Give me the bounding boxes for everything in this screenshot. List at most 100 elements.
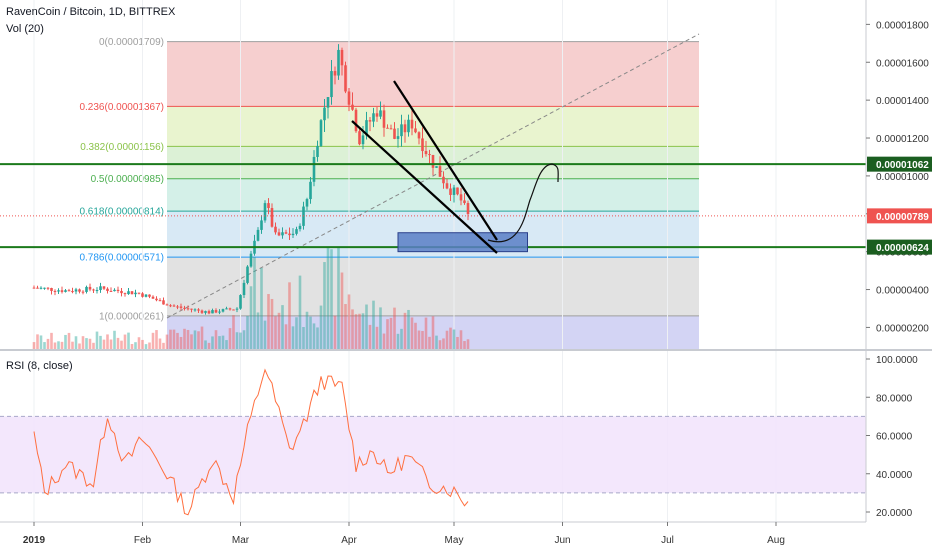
candle-body[interactable] <box>228 308 232 310</box>
candle-body[interactable] <box>232 309 235 311</box>
candle-body[interactable] <box>449 188 452 195</box>
candle-body[interactable] <box>134 292 137 295</box>
candle-body[interactable] <box>298 225 302 230</box>
candle-body[interactable] <box>284 232 288 234</box>
rsi-plot[interactable] <box>0 368 866 516</box>
candle-body[interactable] <box>113 289 116 292</box>
candle-body[interactable] <box>46 287 50 289</box>
candle-body[interactable] <box>277 232 281 236</box>
candle-body[interactable] <box>319 120 323 146</box>
candle-body[interactable] <box>456 187 459 195</box>
candle-body[interactable] <box>127 291 130 295</box>
candle-body[interactable] <box>382 110 386 128</box>
candle-body[interactable] <box>375 113 379 117</box>
candle-body[interactable] <box>424 151 428 155</box>
candle-body[interactable] <box>351 104 354 110</box>
candle-body[interactable] <box>372 113 375 122</box>
candle-body[interactable] <box>141 293 144 297</box>
candle-body[interactable] <box>347 91 351 105</box>
candle-body[interactable] <box>242 282 246 296</box>
candle-body[interactable] <box>144 294 148 297</box>
candle-body[interactable] <box>130 291 134 295</box>
candle-body[interactable] <box>340 49 344 66</box>
candle-body[interactable] <box>190 308 193 310</box>
candle-body[interactable] <box>407 119 410 133</box>
candle-body[interactable] <box>291 233 295 236</box>
candle-body[interactable] <box>95 290 99 292</box>
candle-body[interactable] <box>417 132 421 139</box>
candle-body[interactable] <box>32 287 36 289</box>
rsi-line[interactable] <box>33 368 469 516</box>
trend-dashed-line[interactable] <box>166 33 700 319</box>
candle-body[interactable] <box>78 289 81 292</box>
candle-body[interactable] <box>358 131 361 145</box>
candle-body[interactable] <box>260 220 263 230</box>
wedge-upper-line[interactable] <box>393 80 498 241</box>
candle-body[interactable] <box>445 183 449 189</box>
candle-body[interactable] <box>396 136 400 139</box>
candle-body[interactable] <box>295 229 298 234</box>
candle-body[interactable] <box>239 295 242 309</box>
candle-body[interactable] <box>365 120 368 136</box>
candle-body[interactable] <box>221 309 225 312</box>
candle-body[interactable] <box>109 290 113 292</box>
candle-body[interactable] <box>316 145 319 157</box>
candle-body[interactable] <box>186 308 190 310</box>
candle-body[interactable] <box>88 286 92 290</box>
candle-body[interactable] <box>326 97 330 108</box>
candle-body[interactable] <box>452 187 456 195</box>
candle-body[interactable] <box>330 71 333 98</box>
candle-body[interactable] <box>197 309 200 311</box>
candle-body[interactable] <box>333 71 337 76</box>
candle-body[interactable] <box>123 293 127 295</box>
candle-body[interactable] <box>200 310 204 313</box>
candle-body[interactable] <box>459 194 463 201</box>
candle-body[interactable] <box>414 128 417 133</box>
candle-body[interactable] <box>421 138 424 152</box>
candle-body[interactable] <box>211 310 214 314</box>
candle-body[interactable] <box>116 289 120 291</box>
candle-body[interactable] <box>179 306 183 308</box>
price-plot[interactable]: 0(0.00001709) 0.236(0.00001367) 0.382(0.00… <box>0 0 866 522</box>
candle-body[interactable] <box>57 290 60 292</box>
candle-body[interactable] <box>74 289 78 292</box>
candle-body[interactable] <box>312 156 316 182</box>
candle-body[interactable] <box>137 292 141 294</box>
candle-body[interactable] <box>267 203 270 209</box>
candle-body[interactable] <box>274 226 277 233</box>
projection-arrow-path[interactable] <box>487 163 559 243</box>
candle-body[interactable] <box>225 308 228 310</box>
candle-body[interactable] <box>64 290 67 292</box>
candle-body[interactable] <box>176 306 179 308</box>
candle-body[interactable] <box>438 166 442 177</box>
candle-body[interactable] <box>120 290 123 294</box>
candle-body[interactable] <box>466 203 470 215</box>
candle-body[interactable] <box>165 304 169 306</box>
candle-body[interactable] <box>379 110 382 117</box>
candle-body[interactable] <box>43 287 46 289</box>
candle-body[interactable] <box>218 311 221 313</box>
candle-body[interactable] <box>305 199 309 207</box>
candle-body[interactable] <box>36 287 39 289</box>
candle-body[interactable] <box>256 229 260 241</box>
candle-body[interactable] <box>214 310 218 313</box>
candle-body[interactable] <box>102 286 106 289</box>
candle-body[interactable] <box>368 120 372 122</box>
candle-body[interactable] <box>207 311 211 314</box>
candle-body[interactable] <box>288 233 291 236</box>
candle-body[interactable] <box>246 266 249 283</box>
candle-body[interactable] <box>158 300 162 302</box>
candle-body[interactable] <box>172 305 176 307</box>
candle-body[interactable] <box>60 290 64 292</box>
candle-body[interactable] <box>323 107 326 121</box>
candle-body[interactable] <box>155 298 158 301</box>
target-zone-box[interactable] <box>397 232 528 253</box>
candle-body[interactable] <box>354 109 358 132</box>
candle-body[interactable] <box>99 286 102 291</box>
candle-body[interactable] <box>193 309 197 311</box>
candle-body[interactable] <box>431 155 435 168</box>
candle-body[interactable] <box>71 291 74 293</box>
wedge-lower-line[interactable] <box>351 120 498 254</box>
candle-body[interactable] <box>169 305 172 307</box>
